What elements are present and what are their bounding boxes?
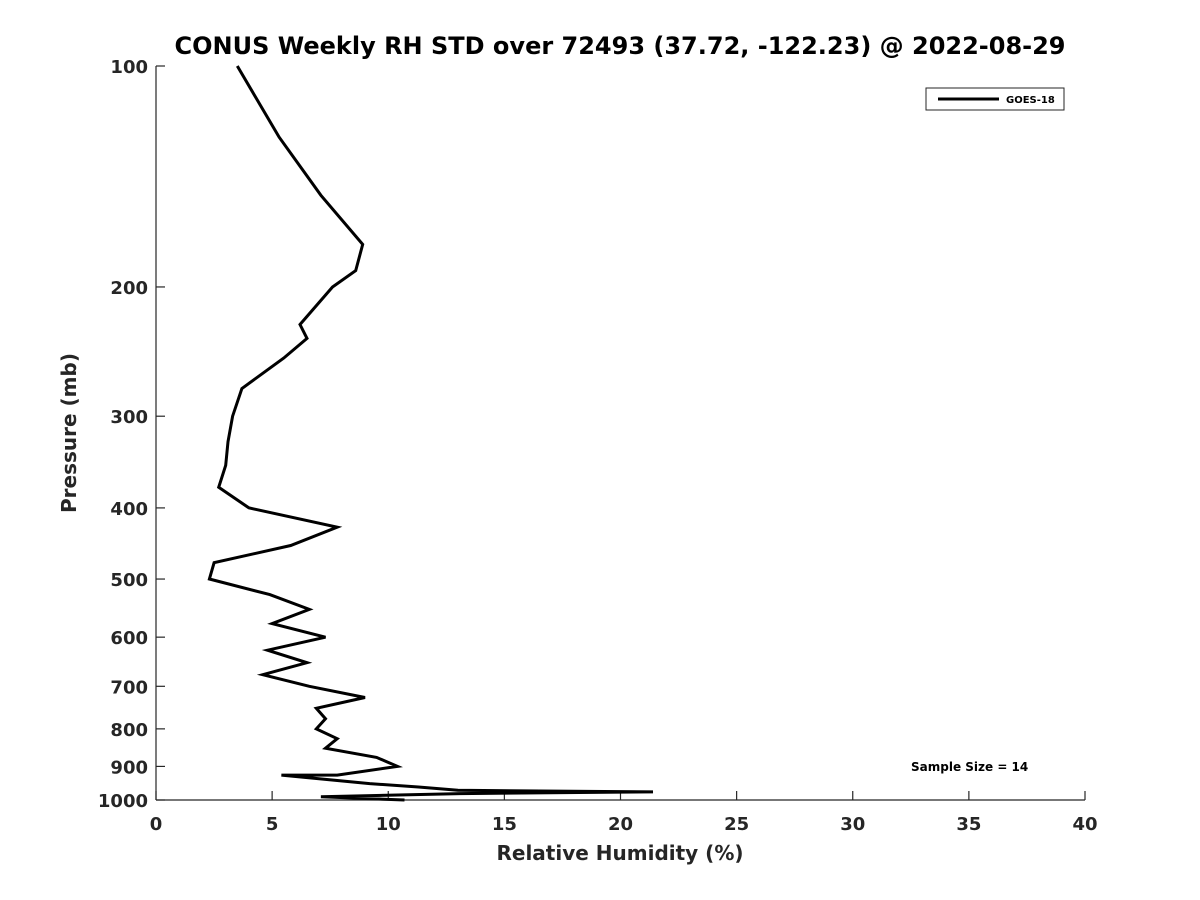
x-tick-label: 35 [956, 814, 981, 835]
series-layer [207, 65, 654, 802]
series-line [207, 65, 654, 802]
y-tick-label: 1000 [98, 791, 148, 812]
chart-title: CONUS Weekly RH STD over 72493 (37.72, -… [174, 32, 1065, 60]
x-tick-label: 0 [150, 814, 163, 835]
x-ticks: 0 5 10 15 20 25 30 35 40 [150, 791, 1098, 835]
x-tick-label: 15 [492, 814, 517, 835]
legend: GOES-18 [925, 87, 1065, 111]
y-tick-label: 800 [110, 720, 148, 741]
x-tick-label: 5 [266, 814, 279, 835]
y-tick-label: 700 [110, 677, 148, 698]
y-tick-label: 100 [110, 57, 148, 78]
x-tick-label: 10 [376, 814, 401, 835]
x-axis-label: Relative Humidity (%) [496, 841, 743, 865]
y-ticks: 100 200 300 400 500 600 700 800 900 1000 [98, 57, 165, 812]
x-tick-label: 20 [608, 814, 633, 835]
y-tick-label: 300 [110, 407, 148, 428]
y-tick-label: 600 [110, 628, 148, 649]
y-tick-label: 500 [110, 570, 148, 591]
sample-size-annotation: Sample Size = 14 [911, 760, 1028, 774]
legend-label: GOES-18 [1006, 95, 1055, 106]
y-tick-label: 200 [110, 278, 148, 299]
y-axis-label: Pressure (mb) [57, 353, 81, 513]
x-tick-label: 25 [724, 814, 749, 835]
y-tick-label: 400 [110, 499, 148, 520]
x-tick-label: 40 [1072, 814, 1097, 835]
plot-area: 100 200 300 400 500 600 700 800 900 1000 0 5 10 15 20… [98, 57, 1098, 835]
y-tick-label: 900 [110, 757, 148, 778]
x-tick-label: 30 [840, 814, 865, 835]
